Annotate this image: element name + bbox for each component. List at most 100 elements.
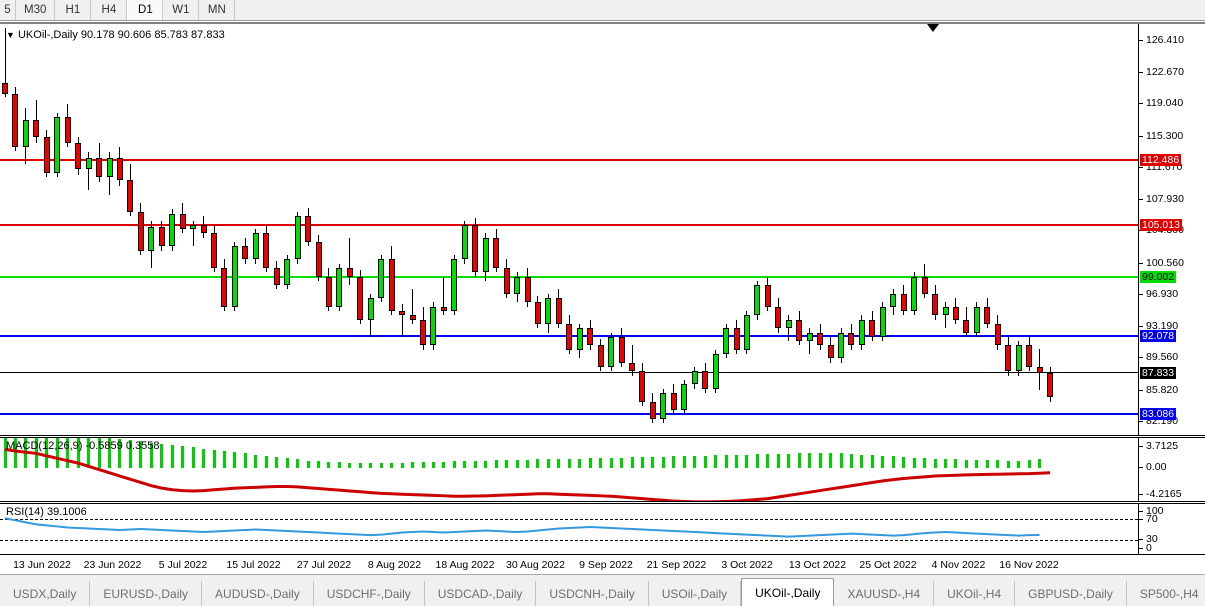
collapse-triangle-icon[interactable]: ▼: [6, 30, 15, 40]
chart-symbol-header: ▼ UKOil-,Daily 90.178 90.606 85.783 87.8…: [6, 29, 225, 41]
macd-histogram-bar: [348, 462, 352, 468]
rsi-pane[interactable]: 100 70 30 0 RSI(14) 39.1006: [0, 503, 1205, 555]
date-tick-label: 27 Jul 2022: [296, 559, 352, 571]
chart-frame[interactable]: 126.410 122.670 119.040 115.300 111.670 107.9…: [0, 22, 1205, 576]
price-level-label[interactable]: 92.078: [1140, 330, 1177, 343]
macd-histogram-bar: [776, 453, 780, 468]
chart-tab-usoil-daily[interactable]: USOil-,Daily: [648, 581, 742, 606]
candle-body-bullish: [806, 332, 813, 342]
candlestick: [273, 261, 280, 290]
date-axis: 13 Jun 2022 23 Jun 2022 5 Jul 2022 15 Jul 2…: [0, 556, 1205, 576]
candlestick: [566, 315, 573, 355]
macd-plot-area[interactable]: [0, 438, 1138, 501]
candle-body-bearish: [503, 267, 510, 294]
candlestick: [670, 384, 677, 415]
chart-tab-bar[interactable]: USDX,Daily EURUSD-,Daily AUDUSD-,Daily USDC…: [0, 574, 1205, 606]
candlestick: [22, 108, 29, 165]
candlestick: [827, 336, 834, 363]
candlestick: [743, 311, 750, 355]
chart-top-marker-icon[interactable]: [927, 24, 939, 32]
candle-body-bullish: [378, 259, 385, 299]
price-tick: 100.560: [1139, 257, 1205, 269]
candle-body-bearish: [566, 323, 573, 350]
price-plot-area[interactable]: [0, 24, 1138, 435]
candle-body-bearish: [869, 319, 876, 337]
chart-tab-ukoil-h4[interactable]: UKOil-,H4: [934, 581, 1016, 606]
macd-histogram-bar: [505, 460, 509, 468]
candlestick: [346, 237, 353, 286]
macd-pane[interactable]: 3.7125 0.00 -4.2165 MACD(12,26,9) -0.5859 …: [0, 437, 1205, 502]
timeframe-5[interactable]: 5: [0, 0, 16, 20]
rsi-level-70: [0, 519, 1138, 521]
candlestick: [158, 220, 165, 251]
chart-tab-usdcnh-daily[interactable]: USDCNH-,Daily: [536, 581, 649, 606]
timeframe-w1[interactable]: W1: [163, 0, 200, 20]
candle-body-bearish: [346, 267, 353, 277]
candle-body-bearish: [12, 93, 19, 148]
price-tick: 89.560: [1139, 352, 1205, 363]
candle-body-bearish: [357, 276, 364, 320]
price-pane[interactable]: 126.410 122.670 119.040 115.300 111.670 107.9…: [0, 24, 1205, 436]
timeframe-mn[interactable]: MN: [199, 0, 236, 20]
candlestick: [618, 328, 625, 368]
chart-tab-usdchf-daily[interactable]: USDCHF-,Daily: [313, 581, 425, 606]
candle-body-bullish: [911, 276, 918, 311]
candlestick: [294, 211, 301, 264]
price-level-label[interactable]: 105.013: [1140, 218, 1182, 231]
candlestick: [169, 209, 176, 251]
macd-histogram-bar: [390, 462, 394, 468]
price-line-current-price[interactable]: [0, 371, 1138, 373]
macd-histogram-bar: [442, 461, 446, 468]
chart-tab-usdx-daily[interactable]: USDX,Daily: [0, 581, 91, 606]
candle-body-bearish: [33, 119, 40, 137]
candlestick: [75, 136, 82, 175]
candlestick: [952, 298, 959, 324]
chart-tab-usdcad-daily[interactable]: USDCAD-,Daily: [424, 581, 537, 606]
candlestick: [116, 147, 123, 187]
candlestick: [190, 220, 197, 247]
macd-histogram-bar: [494, 460, 498, 468]
candle-body-bearish: [221, 267, 228, 307]
candle-body-bullish: [973, 306, 980, 333]
candle-body-bearish: [597, 345, 604, 368]
candle-body-bullish: [838, 332, 844, 359]
macd-histogram-bar: [985, 460, 989, 468]
macd-histogram-bar: [87, 438, 91, 468]
candlestick: [994, 315, 1001, 350]
price-level-label[interactable]: 87.833: [1140, 366, 1177, 379]
chart-tab-eurusd-daily[interactable]: EURUSD-,Daily: [90, 581, 203, 606]
candlestick: [911, 272, 918, 316]
chart-tab-audusd-daily[interactable]: AUDUSD-,Daily: [202, 581, 314, 606]
candle-body-bearish: [952, 306, 959, 320]
macd-histogram-bar: [13, 438, 17, 468]
price-line-resistance-1[interactable]: [0, 159, 1138, 162]
price-line-resistance-2[interactable]: [0, 223, 1138, 226]
macd-histogram-bar: [202, 448, 206, 468]
candlestick: [1036, 348, 1043, 391]
price-level-label[interactable]: 83.086: [1140, 407, 1177, 420]
timeframe-h4[interactable]: H4: [91, 0, 128, 20]
timeframe-m30[interactable]: M30: [16, 0, 56, 20]
candlestick: [796, 311, 803, 346]
candle-wick: [4, 28, 6, 98]
macd-histogram-bar: [724, 455, 728, 468]
price-level-label[interactable]: 112.486: [1140, 154, 1182, 167]
timeframe-d1[interactable]: D1: [127, 0, 164, 20]
timeframe-toolbar[interactable]: 5 M30 H1 H4 D1 W1 MN: [0, 0, 1205, 21]
price-level-label[interactable]: 99.002: [1140, 270, 1177, 283]
timeframe-h1[interactable]: H1: [55, 0, 92, 20]
candlestick: [681, 379, 688, 415]
date-tick-label: 16 Nov 2022: [999, 559, 1059, 571]
price-line-support-blue-2[interactable]: [0, 412, 1138, 415]
chart-tab-sp500-h4[interactable]: SP500-,H4: [1126, 581, 1205, 606]
macd-tick: 0.00: [1139, 462, 1205, 473]
rsi-plot-area[interactable]: [0, 504, 1138, 554]
chart-tab-gbpusd-daily[interactable]: GBPUSD-,Daily: [1015, 581, 1127, 606]
price-line-support-green[interactable]: [0, 275, 1138, 278]
chart-tab-ukoil-daily[interactable]: UKOil-,Daily: [741, 578, 835, 606]
candle-body-bearish: [315, 242, 322, 277]
macd-histogram-bar: [640, 457, 644, 468]
candle-body-bullish: [284, 259, 291, 286]
candle-body-bearish: [534, 302, 541, 324]
chart-tab-xauusd-h4[interactable]: XAUUSD-,H4: [834, 581, 935, 606]
